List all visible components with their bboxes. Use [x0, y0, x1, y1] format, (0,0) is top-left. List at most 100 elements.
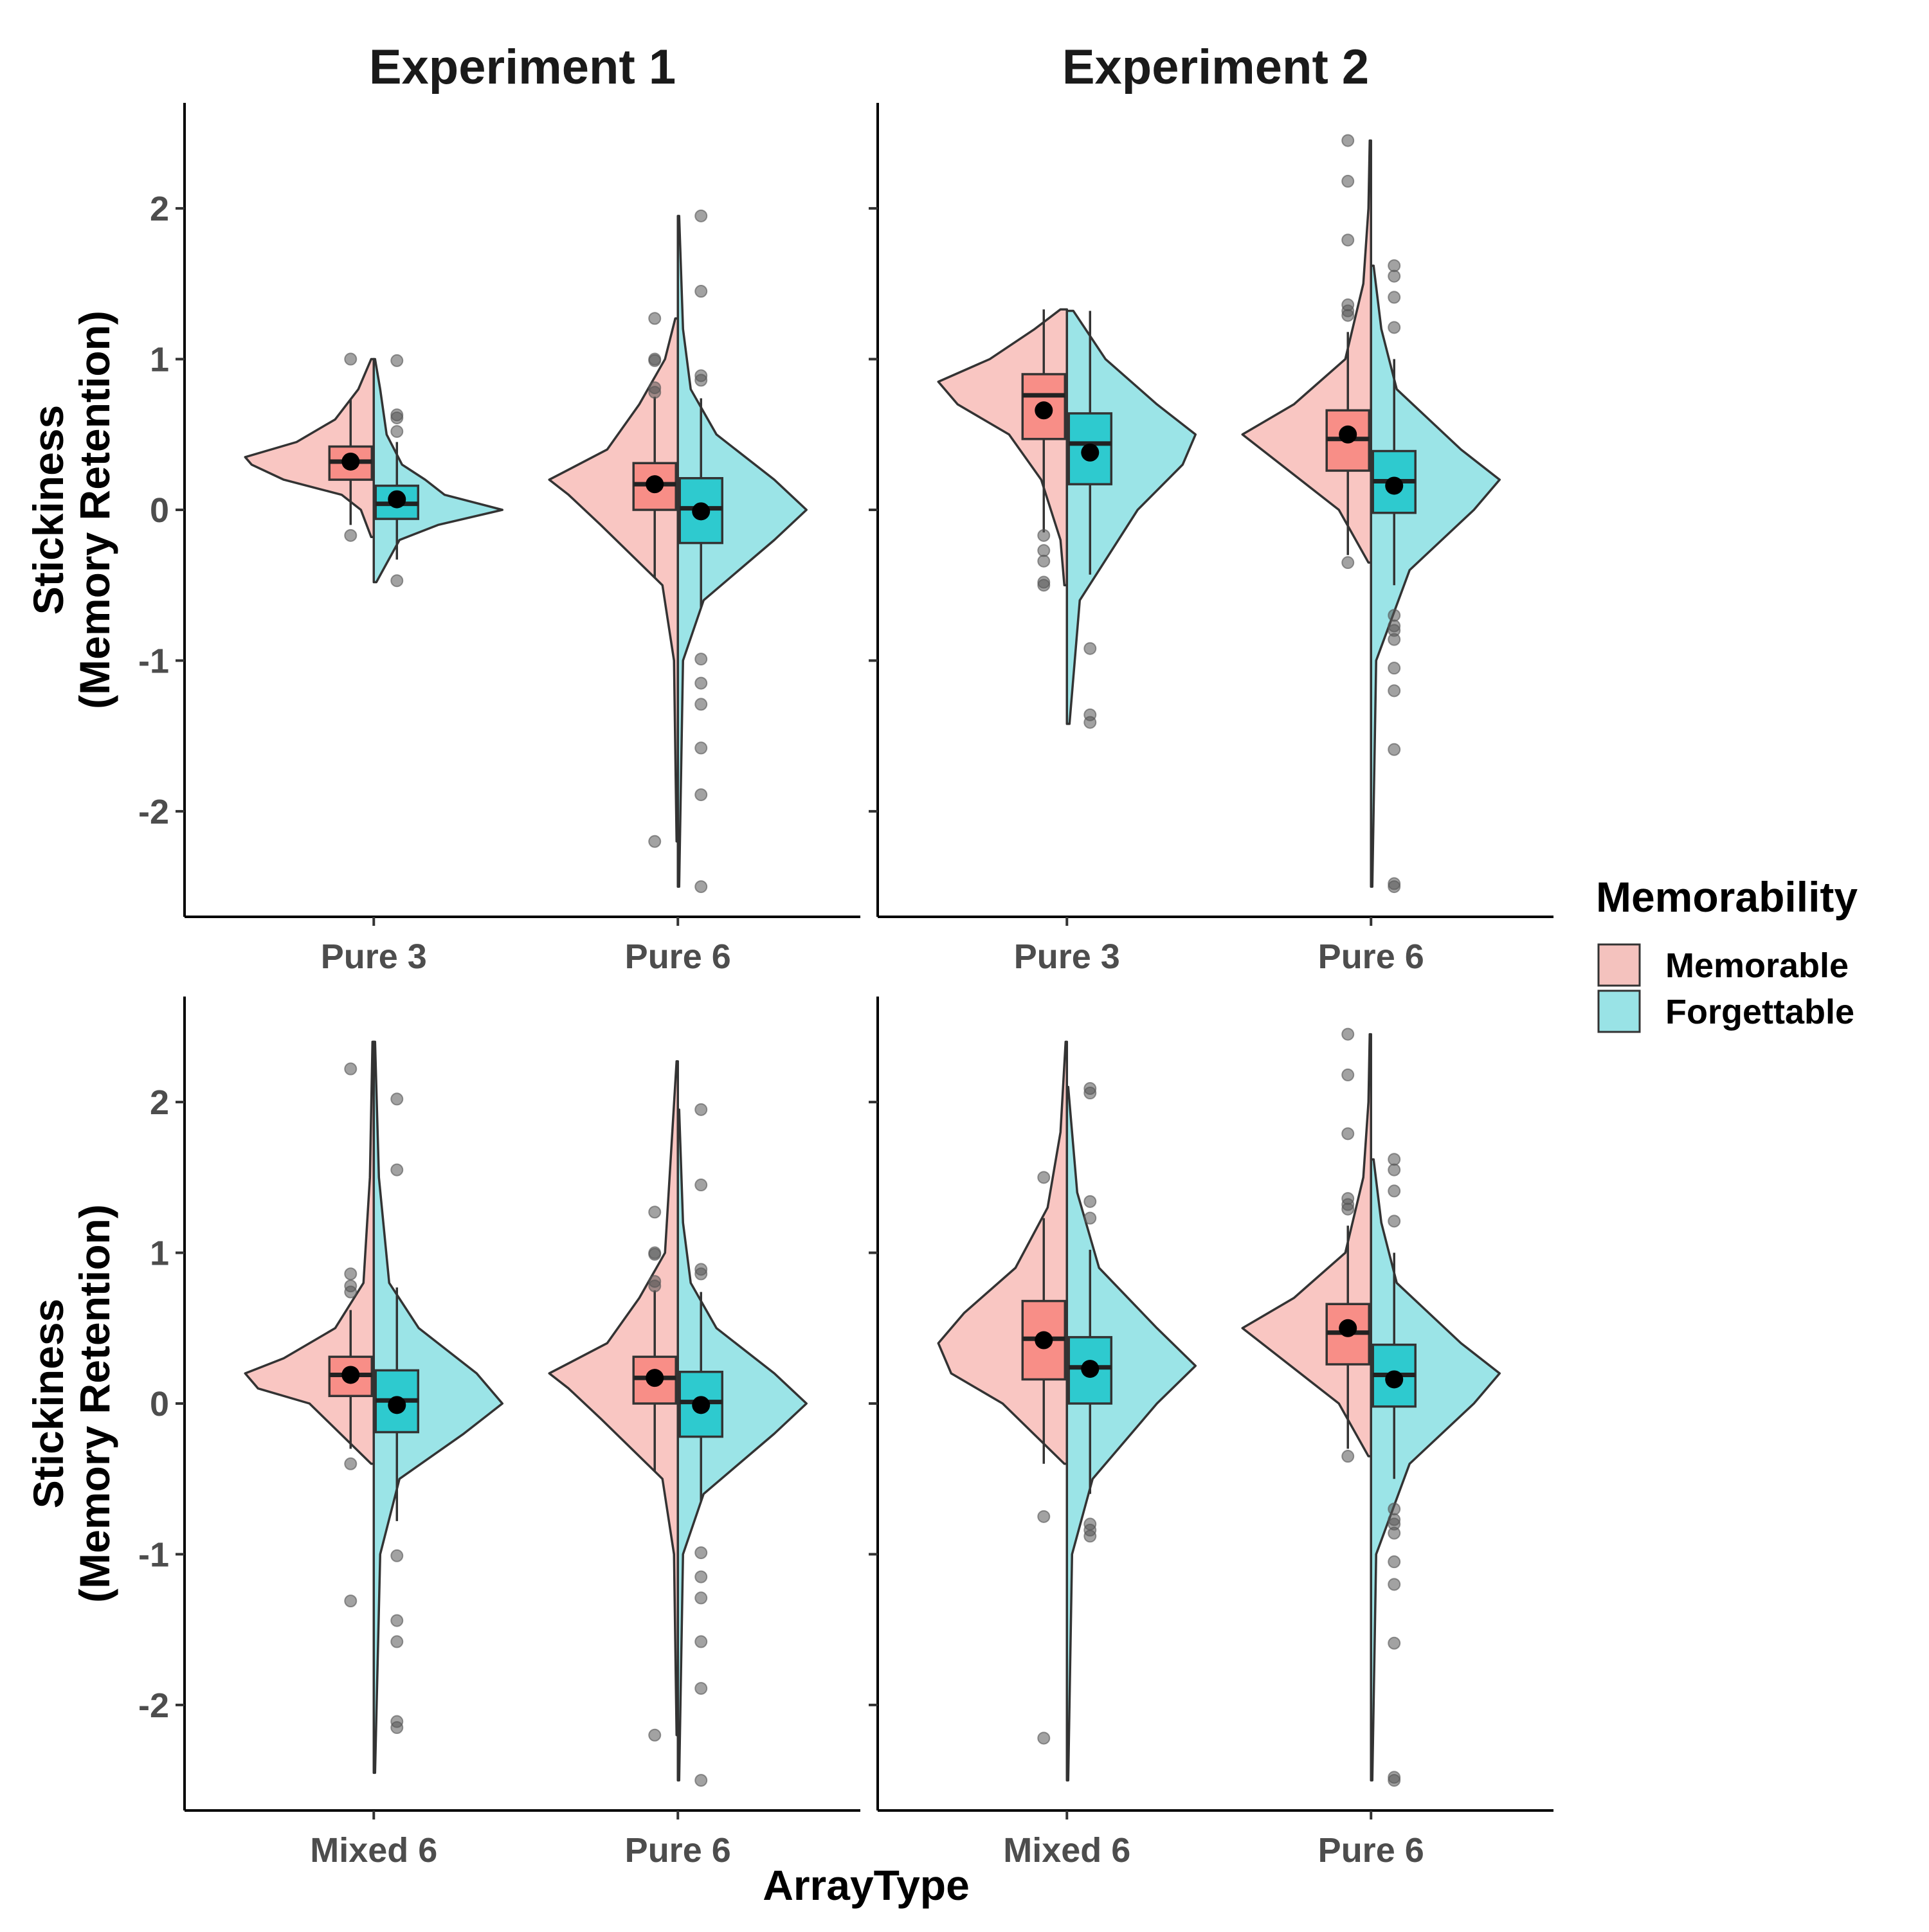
y-tick-label: 1 [150, 341, 169, 379]
data-point [1388, 1578, 1401, 1591]
violin-forgettable [676, 215, 808, 888]
data-point [1388, 259, 1401, 273]
data-point [1083, 1087, 1097, 1100]
violin-memorable [1241, 1033, 1372, 1458]
data-point [1388, 609, 1401, 622]
mean-point [1385, 476, 1404, 495]
data-point [390, 1092, 404, 1106]
legend-key-forgettable [1597, 989, 1641, 1033]
group-forgettable-mixed-6 [372, 1040, 504, 1774]
panel-1: Experiment 1 -2 -1 0 1 2 Stickiness(Memory Ret… [24, 40, 860, 976]
data-point [1388, 1184, 1401, 1198]
violin-forgettable [676, 1108, 808, 1782]
data-point [344, 528, 358, 542]
mean-point [646, 1369, 664, 1387]
y-tick-label: -1 [138, 1535, 169, 1574]
data-point [344, 1594, 358, 1608]
mean-point [341, 452, 360, 471]
mean-point [692, 502, 711, 521]
violin-memorable [548, 1060, 679, 1737]
data-point [1388, 291, 1401, 304]
group-forgettable-pure-3 [372, 354, 504, 588]
panel-2: Experiment 2 Pure 3 Pure 6 [869, 40, 1553, 976]
panel-title: Experiment 1 [369, 40, 676, 95]
violin-forgettable [372, 357, 504, 584]
group-memorable-pure-6 [1241, 1027, 1372, 1463]
mean-point [646, 475, 664, 494]
violin-forgettable [1370, 264, 1501, 888]
data-point [1341, 1450, 1355, 1463]
legend-title: Memorability [1596, 873, 1858, 921]
y-tick-label: -1 [138, 642, 169, 680]
mean-point [1081, 443, 1100, 462]
violin-forgettable [1065, 309, 1197, 725]
x-tick-label: Pure 3 [321, 937, 427, 976]
panel-3: -2 -1 0 1 2 Stickiness(Memory Retention) Mixed… [24, 997, 860, 1870]
y-tick-label: 2 [150, 190, 169, 228]
data-point [390, 1614, 404, 1627]
data-point [390, 1549, 404, 1562]
violin-memorable [937, 308, 1069, 586]
mean-point [388, 1396, 406, 1414]
x-tick-label: Mixed 6 [310, 1831, 437, 1870]
data-point [694, 1774, 708, 1787]
data-point [1388, 321, 1401, 334]
data-point [1037, 1171, 1051, 1184]
data-point [1083, 1211, 1097, 1225]
data-point [390, 1635, 404, 1648]
x-tick-label: Mixed 6 [1003, 1831, 1130, 1870]
x-tick-label: Pure 6 [1318, 937, 1424, 976]
data-point [648, 354, 662, 367]
data-point [1388, 1636, 1401, 1650]
x-axis-title: ArrayType [763, 1861, 970, 1909]
violin-memorable [937, 1040, 1069, 1465]
data-point [1083, 642, 1097, 655]
group-forgettable-mixed-6 [1065, 1082, 1197, 1782]
legend-label-memorable: Memorable [1665, 946, 1849, 985]
data-point [1037, 528, 1051, 542]
data-point [1388, 1214, 1401, 1228]
box-memorable [1021, 373, 1067, 440]
data-point [1388, 633, 1401, 646]
group-memorable-pure-3 [244, 352, 376, 542]
data-point [1341, 1127, 1355, 1141]
data-point [390, 1721, 404, 1735]
data-point [694, 741, 708, 755]
x-tick-label: Pure 6 [1318, 1831, 1424, 1870]
mean-point [1339, 425, 1357, 444]
data-point [1037, 579, 1051, 592]
data-point [648, 1247, 662, 1261]
y-tick-label: 1 [150, 1234, 169, 1273]
data-point [1083, 716, 1097, 729]
data-point [648, 1205, 662, 1219]
group-forgettable-pure-6 [676, 209, 808, 894]
data-point [648, 835, 662, 848]
legend-label-forgettable: Forgettable [1665, 993, 1854, 1031]
legend-item-forgettable: Forgettable [1597, 989, 1854, 1033]
data-point [390, 354, 404, 367]
data-point [390, 1163, 404, 1177]
data-point [1341, 309, 1355, 322]
y-axis-title-line: Stickiness [24, 1299, 72, 1509]
y-tick-label: -2 [138, 1686, 169, 1725]
data-point [1037, 554, 1051, 568]
group-forgettable-pure-6 [676, 1103, 808, 1787]
mean-point [1339, 1319, 1357, 1337]
group-forgettable-pure-3 [1065, 309, 1197, 729]
data-point [694, 1591, 708, 1605]
data-point [694, 880, 708, 894]
data-point [344, 1457, 358, 1470]
data-point [1341, 1068, 1355, 1081]
data-point [1388, 662, 1401, 675]
data-point [1388, 1503, 1401, 1516]
y-axis-title: Stickiness(Memory Retention) [24, 1204, 118, 1603]
data-point [694, 209, 708, 222]
data-point [1083, 1530, 1097, 1543]
data-point [1388, 1774, 1401, 1787]
mean-point [388, 490, 406, 509]
box-forgettable [1067, 412, 1113, 485]
data-point [1388, 1163, 1401, 1177]
data-point [694, 1635, 708, 1648]
violin-memorable [244, 1040, 376, 1465]
